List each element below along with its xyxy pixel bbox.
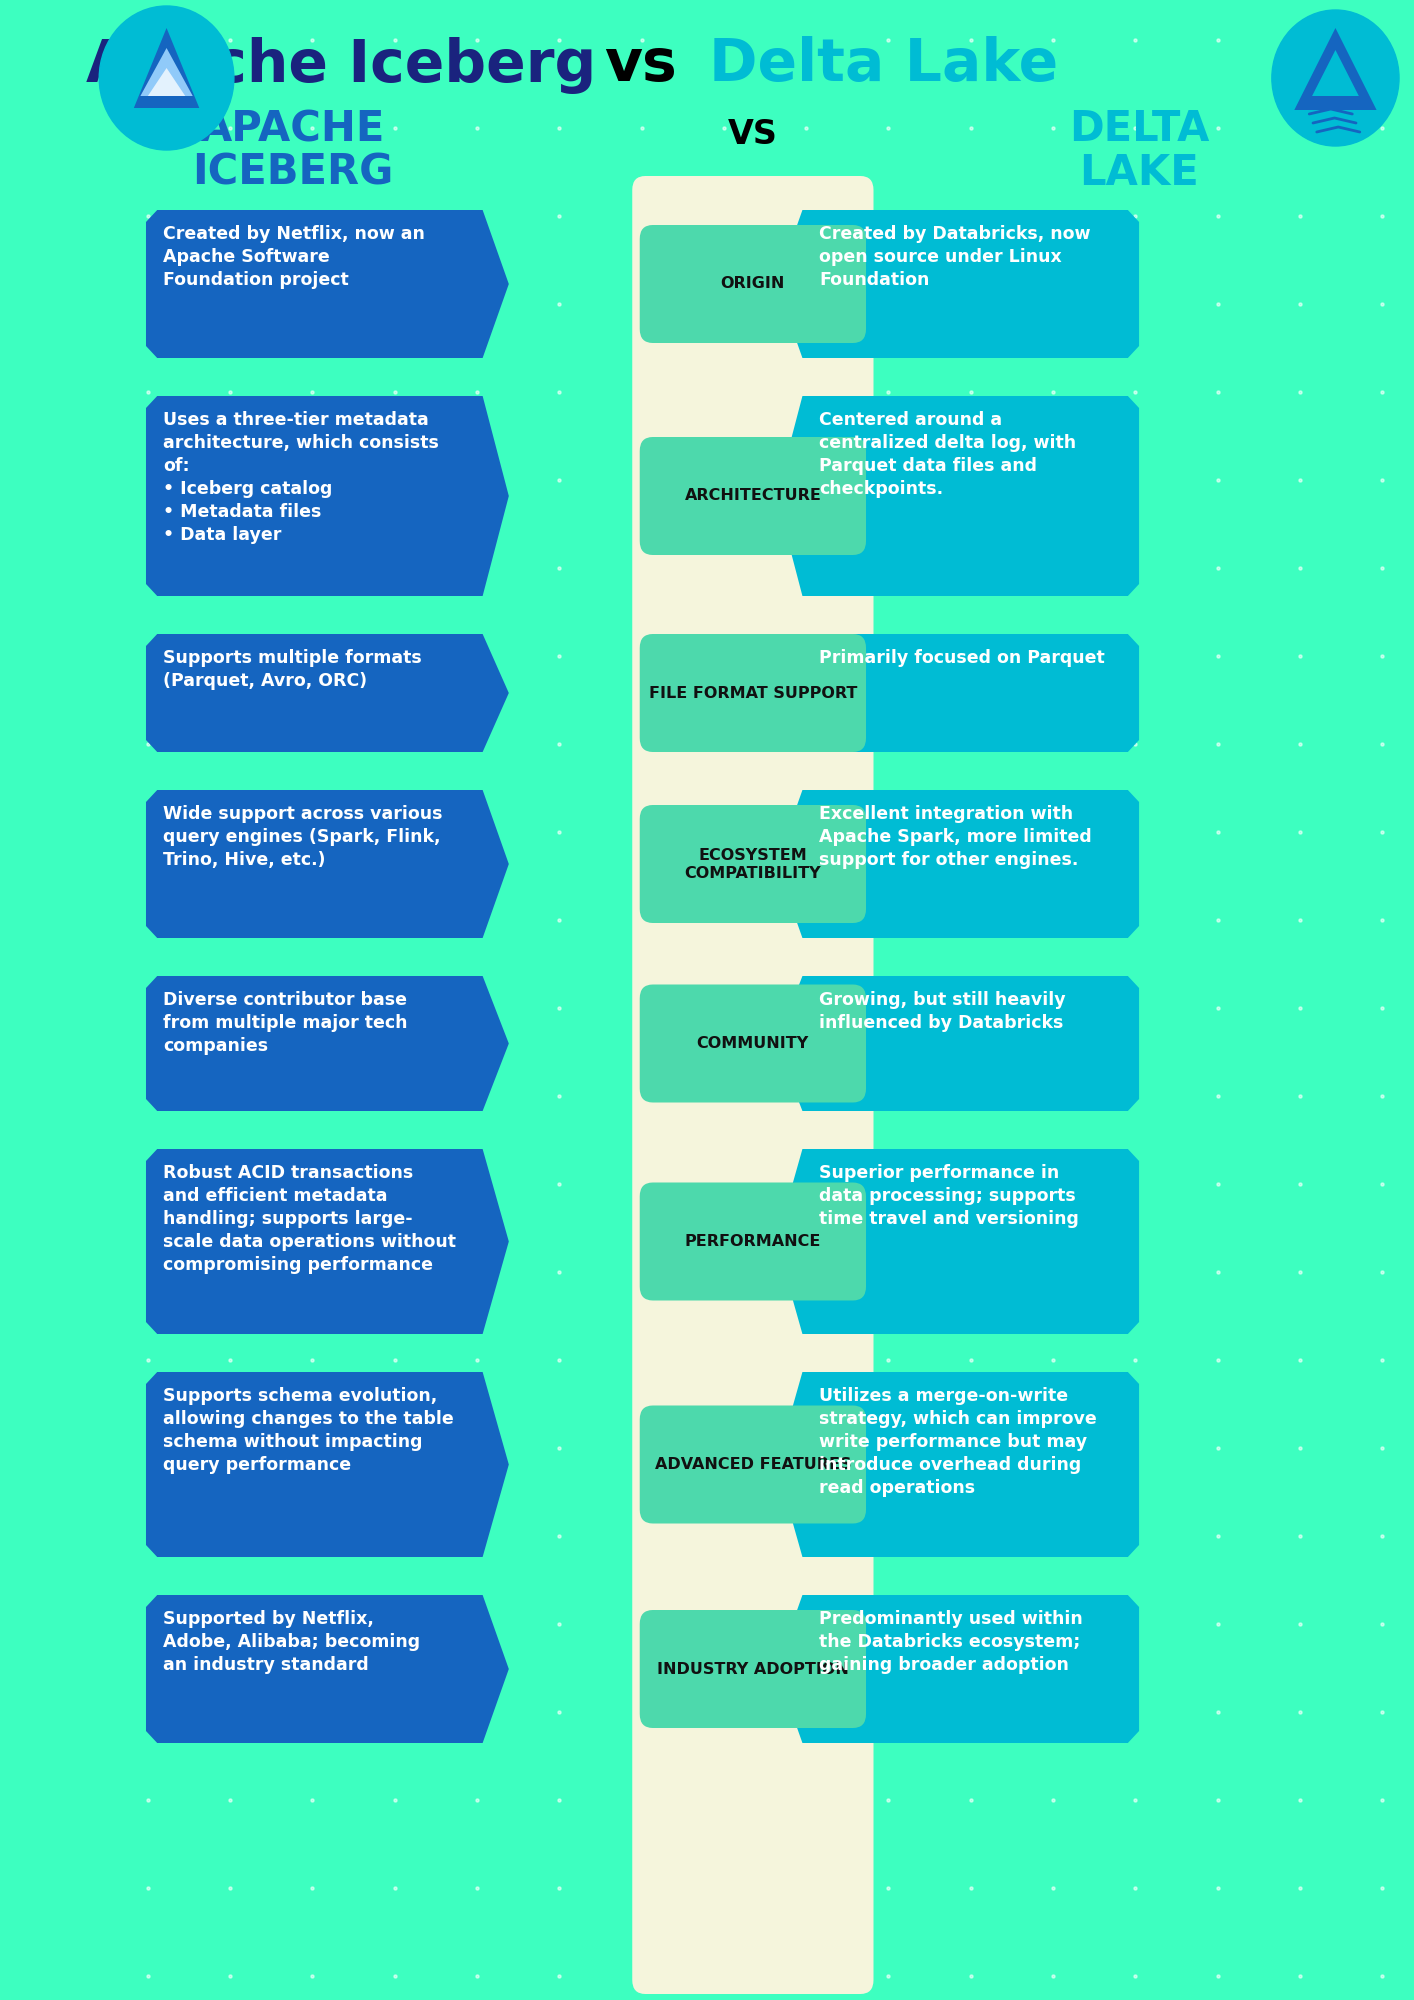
Circle shape — [99, 6, 233, 150]
Text: VS: VS — [728, 118, 778, 152]
FancyBboxPatch shape — [639, 1610, 865, 1728]
Polygon shape — [146, 790, 509, 938]
Text: Wide support across various
query engines (Spark, Flink,
Trino, Hive, etc.): Wide support across various query engine… — [163, 804, 443, 868]
Text: Predominantly used within
the Databricks ecosystem;
gaining broader adoption: Predominantly used within the Databricks… — [819, 1610, 1083, 1674]
Text: Centered around a
centralized delta log, with
Parquet data files and
checkpoints: Centered around a centralized delta log,… — [819, 412, 1076, 498]
Text: Diverse contributor base
from multiple major tech
companies: Diverse contributor base from multiple m… — [163, 990, 407, 1054]
Text: Primarily focused on Parquet: Primarily focused on Parquet — [819, 648, 1104, 668]
FancyBboxPatch shape — [639, 984, 865, 1102]
Polygon shape — [146, 1372, 509, 1556]
Polygon shape — [776, 1596, 1140, 1742]
Text: Utilizes a merge-on-write
strategy, which can improve
write performance but may
: Utilizes a merge-on-write strategy, whic… — [819, 1388, 1097, 1496]
FancyBboxPatch shape — [639, 1406, 865, 1524]
FancyBboxPatch shape — [639, 438, 865, 554]
Text: Robust ACID transactions
and efficient metadata
handling; supports large-
scale : Robust ACID transactions and efficient m… — [163, 1164, 455, 1274]
Text: PERFORMANCE: PERFORMANCE — [684, 1234, 822, 1248]
Text: Growing, but still heavily
influenced by Databricks: Growing, but still heavily influenced by… — [819, 990, 1066, 1032]
Polygon shape — [776, 790, 1140, 938]
FancyBboxPatch shape — [639, 224, 865, 344]
Polygon shape — [776, 976, 1140, 1112]
Polygon shape — [146, 634, 509, 752]
Polygon shape — [776, 396, 1140, 596]
Text: APACHE
ICEBERG: APACHE ICEBERG — [192, 108, 393, 194]
Polygon shape — [148, 68, 185, 96]
Polygon shape — [146, 976, 509, 1112]
FancyBboxPatch shape — [639, 634, 865, 752]
Text: Superior performance in
data processing; supports
time travel and versioning: Superior performance in data processing;… — [819, 1164, 1079, 1228]
Text: Created by Databricks, now
open source under Linux
Foundation: Created by Databricks, now open source u… — [819, 224, 1090, 288]
FancyBboxPatch shape — [632, 176, 874, 1994]
Text: ADVANCED FEATURES: ADVANCED FEATURES — [655, 1456, 851, 1472]
Polygon shape — [146, 1596, 509, 1742]
Text: COMMUNITY: COMMUNITY — [697, 1036, 809, 1052]
Text: Delta Lake: Delta Lake — [708, 36, 1058, 94]
Polygon shape — [776, 1372, 1140, 1556]
Text: Uses a three-tier metadata
architecture, which consists
of:
• Iceberg catalog
• : Uses a three-tier metadata architecture,… — [163, 412, 438, 544]
Polygon shape — [1312, 50, 1359, 96]
Text: ECOSYSTEM
COMPATIBILITY: ECOSYSTEM COMPATIBILITY — [684, 848, 822, 880]
Text: INDUSTRY ADOPTION: INDUSTRY ADOPTION — [658, 1662, 848, 1676]
Text: FILE FORMAT SUPPORT: FILE FORMAT SUPPORT — [649, 686, 857, 700]
Text: Supports multiple formats
(Parquet, Avro, ORC): Supports multiple formats (Parquet, Avro… — [163, 648, 421, 690]
Polygon shape — [776, 1148, 1140, 1334]
Polygon shape — [1294, 28, 1377, 110]
Text: Excellent integration with
Apache Spark, more limited
support for other engines.: Excellent integration with Apache Spark,… — [819, 804, 1092, 868]
FancyBboxPatch shape — [639, 1182, 865, 1300]
Polygon shape — [146, 210, 509, 358]
Polygon shape — [146, 1148, 509, 1334]
Polygon shape — [776, 210, 1140, 358]
Text: DELTA
LAKE: DELTA LAKE — [1069, 108, 1209, 194]
Text: Supports schema evolution,
allowing changes to the table
schema without impactin: Supports schema evolution, allowing chan… — [163, 1388, 454, 1474]
Text: Created by Netflix, now an
Apache Software
Foundation project: Created by Netflix, now an Apache Softwa… — [163, 224, 424, 288]
Polygon shape — [776, 634, 1140, 752]
Text: ARCHITECTURE: ARCHITECTURE — [684, 488, 822, 504]
Polygon shape — [140, 48, 192, 96]
Text: ORIGIN: ORIGIN — [721, 276, 785, 292]
Polygon shape — [134, 28, 199, 108]
Text: Supported by Netflix,
Adobe, Alibaba; becoming
an industry standard: Supported by Netflix, Adobe, Alibaba; be… — [163, 1610, 420, 1674]
FancyBboxPatch shape — [639, 804, 865, 924]
Text: Apache Iceberg: Apache Iceberg — [86, 36, 597, 94]
Text: vs: vs — [604, 36, 677, 94]
Polygon shape — [146, 396, 509, 596]
Circle shape — [1271, 10, 1398, 146]
